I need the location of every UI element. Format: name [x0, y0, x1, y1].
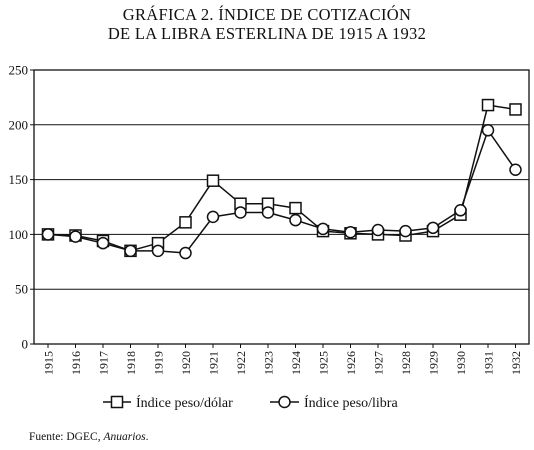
legend-item-2: Índice peso/libra — [270, 394, 398, 411]
x-tick-label: 1921 — [207, 351, 221, 375]
chart-title-line-1: GRÁFICA 2. ÍNDICE DE COTIZACIÓN — [122, 5, 412, 24]
chart-title-line-2: DE LA LIBRA ESTERLINA DE 1915 A 1932 — [107, 24, 427, 43]
legend-marker — [278, 395, 291, 409]
x-tick-label: 1924 — [289, 351, 303, 375]
data-point-1-1932 — [509, 103, 522, 116]
data-point-2-1931 — [481, 124, 495, 137]
source-organization: DGEC — [66, 431, 98, 443]
data-point-2-1921 — [206, 210, 220, 224]
x-tick-label: 1925 — [317, 351, 331, 375]
x-tick-label: 1927 — [372, 351, 386, 375]
data-point-2-1916 — [69, 230, 82, 243]
x-tick-label: 1932 — [509, 351, 523, 375]
series-1 — [41, 98, 522, 258]
data-point-2-1925 — [316, 222, 330, 236]
series-2 — [41, 124, 522, 260]
x-tick-label: 1930 — [454, 351, 468, 375]
data-point-2-1926 — [344, 225, 357, 239]
x-tick-label: 1926 — [344, 351, 358, 375]
y-tick-label: 0 — [22, 337, 29, 352]
data-point-2-1918 — [124, 244, 137, 258]
y-tick-label: 200 — [9, 117, 29, 132]
legend: Índice peso/dólar Índice peso/libra — [103, 394, 398, 411]
legend-marker — [110, 395, 124, 409]
data-point-2-1922 — [234, 206, 247, 219]
x-tick-label: 1929 — [427, 351, 441, 375]
x-tick-label: 1916 — [69, 351, 83, 375]
plot-frame — [33, 69, 530, 345]
data-point-2-1929 — [426, 221, 440, 235]
legend-label: Índice peso/libra — [304, 394, 398, 411]
y-tick-label: 150 — [9, 172, 29, 187]
x-tick-label: 1918 — [124, 351, 138, 375]
data-series — [41, 98, 522, 260]
x-tick-label: 1931 — [482, 351, 496, 375]
legend-item-1: Índice peso/dólar — [103, 394, 233, 411]
y-tick-label: 250 — [9, 63, 29, 78]
x-tick-label: 1920 — [179, 351, 193, 375]
source-separator: , — [97, 431, 104, 443]
data-point-2-1927 — [371, 223, 385, 237]
x-tick-label: 1923 — [262, 351, 276, 375]
y-axis-tick-labels: 0 50 100 150 200 250 — [9, 63, 34, 352]
source-end: . — [145, 431, 149, 443]
legend-label: Índice peso/dólar — [136, 394, 233, 411]
data-point-1-1924 — [289, 201, 302, 215]
data-point-2-1920 — [179, 246, 192, 260]
x-tick-label: 1915 — [42, 351, 56, 375]
data-point-2-1919 — [151, 244, 165, 258]
series-line-1 — [47, 104, 516, 252]
data-point-1-1920 — [179, 216, 192, 229]
data-point-2-1930 — [454, 204, 467, 217]
source-note: Fuente: DGEC, Anuarios. — [29, 431, 148, 443]
data-point-1-1931 — [481, 98, 495, 112]
data-point-2-1923 — [261, 206, 275, 219]
data-point-2-1915 — [41, 228, 55, 241]
grid-lines — [34, 124, 529, 290]
x-tick-label: 1928 — [399, 351, 413, 375]
x-tick-label: 1922 — [234, 351, 248, 375]
x-tick-label: 1919 — [152, 351, 166, 375]
y-tick-label: 100 — [9, 227, 29, 242]
x-axis-tick-labels: 1915 1916 1917 1918 1919 1920 1921 1922 1923 1924… — [42, 344, 523, 375]
data-point-2-1924 — [289, 213, 302, 227]
source-publication: Anuarios — [103, 431, 146, 443]
data-point-2-1932 — [509, 163, 522, 176]
data-point-1-1921 — [206, 174, 220, 187]
data-point-2-1928 — [399, 224, 412, 238]
source-prefix: Fuente: — [29, 431, 67, 443]
y-tick-label: 50 — [15, 282, 28, 297]
x-tick-label: 1917 — [97, 351, 111, 375]
data-point-2-1917 — [96, 236, 110, 250]
